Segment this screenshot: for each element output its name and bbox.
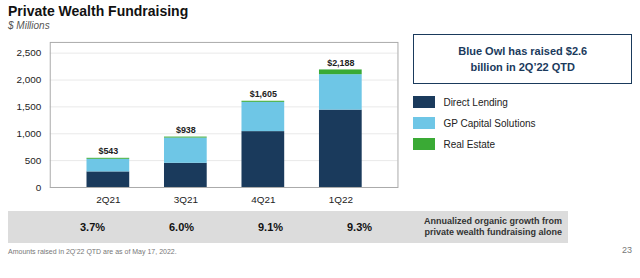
svg-text:$1,605: $1,605 xyxy=(250,89,277,99)
html-text:Private Wealth Fundraising: Private Wealth Fundraising xyxy=(8,3,189,19)
html-text:GP Capital Solutions: GP Capital Solutions xyxy=(443,117,536,129)
svg-text:3.7%: 3.7% xyxy=(80,221,105,233)
svg-text:6.0%: 6.0% xyxy=(169,221,194,233)
html-text:$ Millions: $ Millions xyxy=(8,20,50,31)
html-text:Annualized organic growth from: Annualized organic growth from private w… xyxy=(424,215,562,237)
svg-text:9.3%: 9.3% xyxy=(347,221,372,233)
svg-text:1Q22: 1Q22 xyxy=(329,194,354,205)
svg-text:3Q21: 3Q21 xyxy=(174,194,199,205)
svg-text:1,000: 1,000 xyxy=(16,128,41,139)
svg-text:1,500: 1,500 xyxy=(16,101,41,112)
html-text:Amounts raised in 2Q'22 QTD ar: Amounts raised in 2Q'22 QTD are as of Ma… xyxy=(8,247,177,255)
html-text:23: 23 xyxy=(622,244,632,255)
svg-text:$938: $938 xyxy=(176,125,196,135)
html-text:Direct Lending: Direct Lending xyxy=(443,96,508,108)
svg-text:4Q21: 4Q21 xyxy=(251,194,276,205)
svg-text:2,500: 2,500 xyxy=(16,47,41,58)
html-text:Real Estate: Real Estate xyxy=(443,138,496,150)
html-text:Blue Owl has raised $2.6 billi: Blue Owl has raised $2.6 billion in 2Q’2… xyxy=(458,45,588,73)
svg-text:0: 0 xyxy=(36,182,42,193)
svg-text:$543: $543 xyxy=(98,146,118,156)
svg-text:2Q21: 2Q21 xyxy=(96,194,121,205)
svg-text:500: 500 xyxy=(25,155,42,166)
svg-text:$2,188: $2,188 xyxy=(327,58,354,68)
svg-text:2,000: 2,000 xyxy=(16,74,41,85)
svg-text:9.1%: 9.1% xyxy=(258,221,283,233)
